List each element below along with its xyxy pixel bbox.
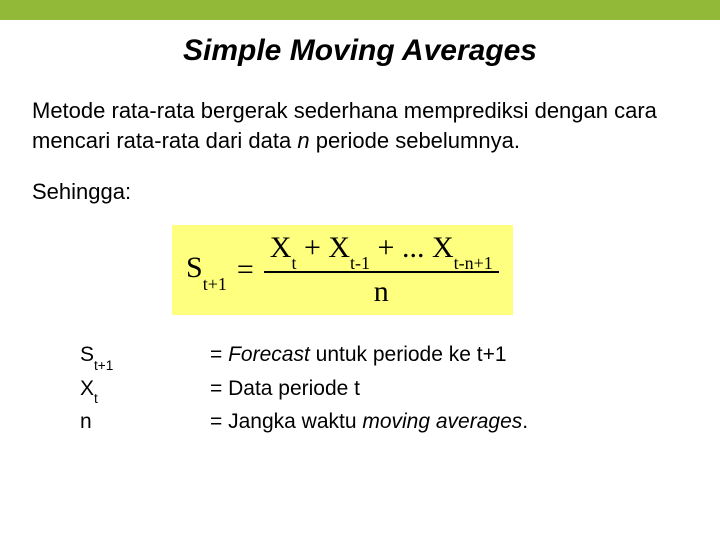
formula-denominator: n [374,273,389,310]
formula-numerator: Xt + Xt-1 + ... Xt-n+1 [264,231,499,273]
legend-text: = Jangka waktu moving averages. [210,406,528,439]
legend-row: St+1 = Forecast untuk periode ke t+1 [80,339,688,372]
formula-lhs-base: S [186,251,203,284]
legend-text-prefix: = [210,343,228,366]
legend-text-italic: moving averages [362,410,522,433]
num-t2-base: X [328,231,350,264]
num-plus1: + [296,231,328,264]
num-t3-base: X [432,231,454,264]
legend-text-suffix: untuk periode ke t+1 [310,343,507,366]
legend-symbol: St+1 [80,339,210,372]
legend-text-prefix: = Data periode t [210,377,360,400]
legend-row: n = Jangka waktu moving averages. [80,406,688,439]
intro-n-italic: n [297,128,309,153]
legend-symbol-sub: t [94,391,98,406]
formula-container: St+1 = Xt + Xt-1 + ... Xt-n+1 n [172,225,688,315]
num-t1-sub: t [291,253,296,273]
legend-row: Xt = Data periode t [80,373,688,406]
formula-highlight-box: St+1 = Xt + Xt-1 + ... Xt-n+1 n [172,225,513,315]
legend-symbol-sub: t+1 [94,358,113,373]
num-t2-sub: t-1 [350,253,370,273]
legend-text: = Data periode t [210,373,360,406]
legend-symbol-base: S [80,343,94,366]
legend-symbol: Xt [80,373,210,406]
num-t1-base: X [270,231,292,264]
legend-text-prefix: = Jangka waktu [210,410,362,433]
page-title: Simple Moving Averages [0,34,720,68]
num-plus2: + ... [370,231,432,264]
sma-formula: St+1 = Xt + Xt-1 + ... Xt-n+1 n [186,231,499,309]
formula-lhs: St+1 [186,251,227,289]
intro-part2: periode sebelumnya. [310,128,520,153]
legend: St+1 = Forecast untuk periode ke t+1 Xt … [80,339,688,439]
legend-text-italic: Forecast [228,343,310,366]
sehingga-label: Sehingga: [32,177,688,207]
formula-fraction: Xt + Xt-1 + ... Xt-n+1 n [264,231,499,309]
content-area: Metode rata-rata bergerak sederhana memp… [0,96,720,439]
legend-symbol-base: n [80,410,92,433]
formula-eq: = [237,253,254,287]
top-accent-bar [0,0,720,20]
intro-paragraph: Metode rata-rata bergerak sederhana memp… [32,96,688,155]
num-t3-sub: t-n+1 [454,253,493,273]
formula-lhs-sub: t+1 [203,274,227,294]
legend-text-suffix: . [522,410,528,433]
legend-symbol-base: X [80,377,94,400]
legend-text: = Forecast untuk periode ke t+1 [210,339,507,372]
legend-symbol: n [80,406,210,439]
